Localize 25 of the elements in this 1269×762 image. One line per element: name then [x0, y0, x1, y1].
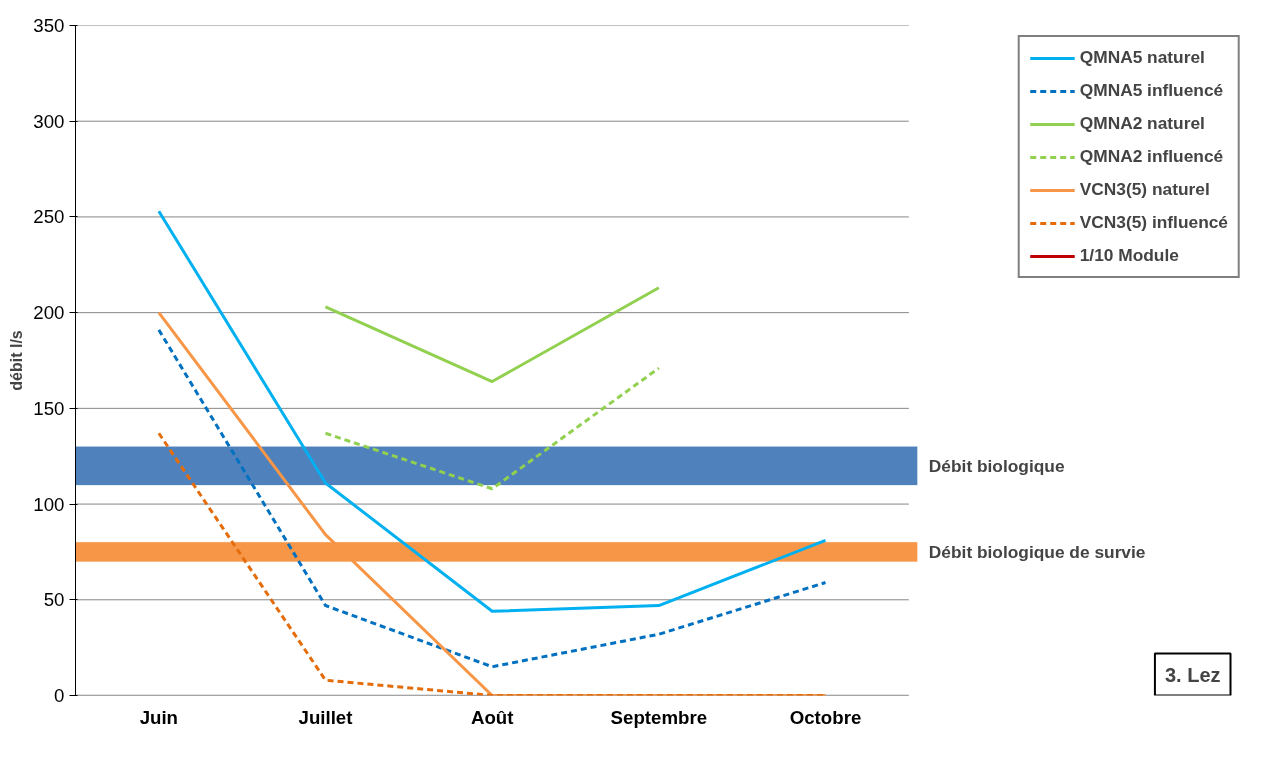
band-label: Débit biologique de survie [928, 541, 1146, 562]
y-tick-label: 300 [33, 110, 65, 132]
legend-label: VCN3(5) influencé [1079, 212, 1228, 233]
x-tick-label: Juin [139, 706, 179, 728]
legend-label: QMNA2 naturel [1079, 113, 1205, 134]
legend-label: 1/10 Module [1079, 245, 1179, 266]
legend-label: QMNA2 influencé [1079, 146, 1224, 167]
x-tick-label: Août [470, 706, 514, 728]
x-tick-label: Septembre [610, 706, 708, 728]
y-tick-label: 50 [43, 589, 65, 611]
y-tick-label: 350 [33, 15, 65, 36]
x-tick-label: Juillet [298, 706, 353, 728]
legend-label: VCN3(5) naturel [1079, 179, 1210, 200]
text: 3. Lez [1164, 663, 1221, 686]
y-tick-label: 200 [33, 302, 65, 324]
y-tick-label: 100 [33, 493, 65, 515]
y-tick-label: 150 [33, 397, 65, 419]
y-axis-title: débit l/s [8, 330, 26, 391]
y-tick-label: 0 [54, 685, 65, 706]
line-series [157, 209, 827, 613]
legend-label: QMNA5 naturel [1079, 47, 1205, 68]
y-tick-label: 250 [33, 206, 65, 228]
band-label: Débit biologique [928, 455, 1065, 476]
x-tick-label: Octobre [789, 706, 862, 728]
legend-label: QMNA5 influencé [1079, 80, 1224, 101]
